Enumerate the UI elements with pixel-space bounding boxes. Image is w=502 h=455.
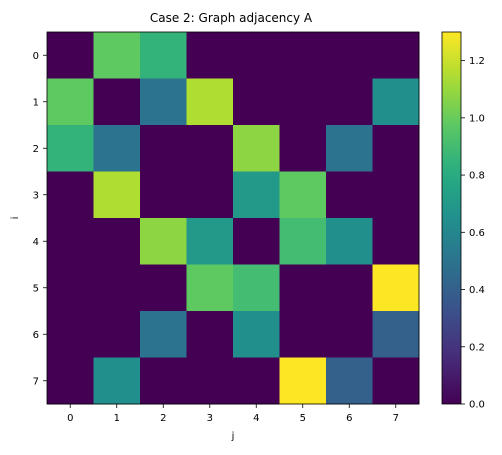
heatmap-cell-3-3 bbox=[186, 171, 234, 219]
heatmap-cell-3-0 bbox=[47, 171, 94, 219]
heatmap-cell-6-6 bbox=[326, 311, 373, 358]
y-tick-label: 5 bbox=[33, 283, 39, 294]
colorbar-tick-label: 1.0 bbox=[469, 113, 485, 124]
heatmap-cell-6-2 bbox=[140, 311, 187, 358]
colorbar-tick-label: 0.0 bbox=[469, 400, 485, 411]
heatmap-cell-5-2 bbox=[140, 264, 187, 312]
x-axis-ticks: 0 1 2 3 4 5 6 7 bbox=[67, 404, 399, 424]
heatmap-cell-6-0 bbox=[47, 311, 94, 358]
x-tick-label: 6 bbox=[346, 413, 352, 424]
x-tick-label: 1 bbox=[114, 413, 120, 424]
heatmap-cell-2-6 bbox=[326, 125, 373, 172]
y-tick-label: 0 bbox=[33, 51, 39, 62]
heatmap-cell-5-7 bbox=[372, 264, 420, 312]
heatmap-cell-3-2 bbox=[140, 171, 187, 219]
heatmap-cell-6-7 bbox=[372, 311, 420, 358]
y-axis-ticks: 0 1 2 3 4 5 6 7 bbox=[33, 51, 47, 387]
heatmap-cell-7-5 bbox=[279, 357, 327, 405]
y-tick-label: 3 bbox=[33, 190, 39, 201]
heatmap-cell-0-7 bbox=[372, 32, 420, 79]
heatmap-cell-5-6 bbox=[326, 264, 373, 312]
heatmap-cell-1-1 bbox=[93, 78, 141, 126]
heatmap-cell-5-0 bbox=[47, 264, 94, 312]
heatmap-cell-3-6 bbox=[326, 171, 373, 219]
x-tick-label: 0 bbox=[67, 413, 73, 424]
heatmap-cell-4-2 bbox=[140, 218, 187, 265]
heatmap-cell-2-3 bbox=[186, 125, 234, 172]
heatmap-cell-3-4 bbox=[233, 171, 280, 219]
heatmap-cell-0-6 bbox=[326, 32, 373, 79]
heatmap-cell-4-1 bbox=[93, 218, 141, 265]
heatmap-cell-1-3 bbox=[186, 78, 234, 126]
heatmap-cell-4-0 bbox=[47, 218, 94, 265]
heatmap-cell-2-5 bbox=[279, 125, 327, 172]
colorbar bbox=[441, 31, 462, 405]
heatmap-cell-4-6 bbox=[326, 218, 373, 265]
colorbar-tick-label: 0.4 bbox=[469, 285, 485, 296]
heatmap-cell-2-4 bbox=[233, 125, 280, 172]
x-tick-label: 3 bbox=[207, 413, 213, 424]
heatmap-cell-7-0 bbox=[47, 357, 94, 405]
heatmap-cell-3-1 bbox=[93, 171, 141, 219]
heatmap-cell-4-7 bbox=[372, 218, 420, 265]
colorbar-tick-label: 1.2 bbox=[469, 56, 485, 67]
heatmap-cell-4-3 bbox=[186, 218, 234, 265]
colorbar-tick-label: 0.8 bbox=[469, 171, 485, 182]
heatmap-cell-2-7 bbox=[372, 125, 420, 172]
heatmap-cell-6-3 bbox=[186, 311, 234, 358]
heatmap-cell-2-2 bbox=[140, 125, 187, 172]
heatmap-cell-7-2 bbox=[140, 357, 187, 405]
colorbar-tick-label: 0.2 bbox=[469, 342, 485, 353]
heatmap-cell-0-3 bbox=[186, 32, 234, 79]
y-tick-label: 4 bbox=[33, 237, 39, 248]
heatmap-cell-3-7 bbox=[372, 171, 420, 219]
heatmap-cell-5-4 bbox=[233, 264, 280, 312]
heatmap-cell-5-5 bbox=[279, 264, 327, 312]
heatmap-cell-7-6 bbox=[326, 357, 373, 405]
y-tick-label: 1 bbox=[33, 97, 39, 108]
heatmap-cell-7-1 bbox=[93, 357, 141, 405]
y-axis-label: i bbox=[10, 217, 21, 220]
heatmap-cell-0-1 bbox=[93, 32, 141, 79]
heatmap-cell-7-7 bbox=[372, 357, 420, 405]
chart-title: Case 2: Graph adjacency A bbox=[150, 11, 313, 25]
heatmap-cell-4-5 bbox=[279, 218, 327, 265]
heatmap-cell-6-1 bbox=[93, 311, 141, 358]
heatmap-cell-6-5 bbox=[279, 311, 327, 358]
heatmap-cell-1-7 bbox=[372, 78, 420, 126]
plot-frame bbox=[46, 31, 420, 405]
heatmap-cell-1-6 bbox=[326, 78, 373, 126]
heatmap-cell-7-4 bbox=[233, 357, 280, 405]
heatmap-cell-7-3 bbox=[186, 357, 234, 405]
colorbar-tick-label: 0.6 bbox=[469, 228, 485, 239]
heatmap-cell-1-2 bbox=[140, 78, 187, 126]
heatmap-cell-3-5 bbox=[279, 171, 327, 219]
x-tick-label: 2 bbox=[160, 413, 166, 424]
heatmap-cell-0-2 bbox=[140, 32, 187, 79]
heatmap-cell-2-0 bbox=[47, 125, 94, 172]
x-axis-label: j bbox=[231, 431, 235, 442]
y-tick-label: 6 bbox=[33, 330, 39, 341]
heatmap-cell-1-4 bbox=[233, 78, 280, 126]
x-tick-label: 4 bbox=[253, 413, 259, 424]
y-tick-label: 2 bbox=[33, 144, 39, 155]
x-tick-label: 5 bbox=[300, 413, 306, 424]
heatmap-cell-0-0 bbox=[47, 32, 94, 79]
heatmap-cell-5-1 bbox=[93, 264, 141, 312]
heatmap-cell-4-4 bbox=[233, 218, 280, 265]
heatmap-cell-6-4 bbox=[233, 311, 280, 358]
heatmap-cell-5-3 bbox=[186, 264, 234, 312]
heatmap-cell-1-5 bbox=[279, 78, 327, 126]
y-tick-label: 7 bbox=[33, 376, 39, 387]
colorbar-ticks: 0.0 0.2 0.4 0.6 0.8 1.0 1.2 bbox=[461, 56, 485, 411]
heatmap-cell-0-4 bbox=[233, 32, 280, 79]
heatmap-cell-0-5 bbox=[279, 32, 327, 79]
heatmap-cells bbox=[47, 32, 420, 405]
heatmap-cell-1-0 bbox=[47, 78, 94, 126]
heatmap-cell-2-1 bbox=[93, 125, 141, 172]
x-tick-label: 7 bbox=[393, 413, 399, 424]
